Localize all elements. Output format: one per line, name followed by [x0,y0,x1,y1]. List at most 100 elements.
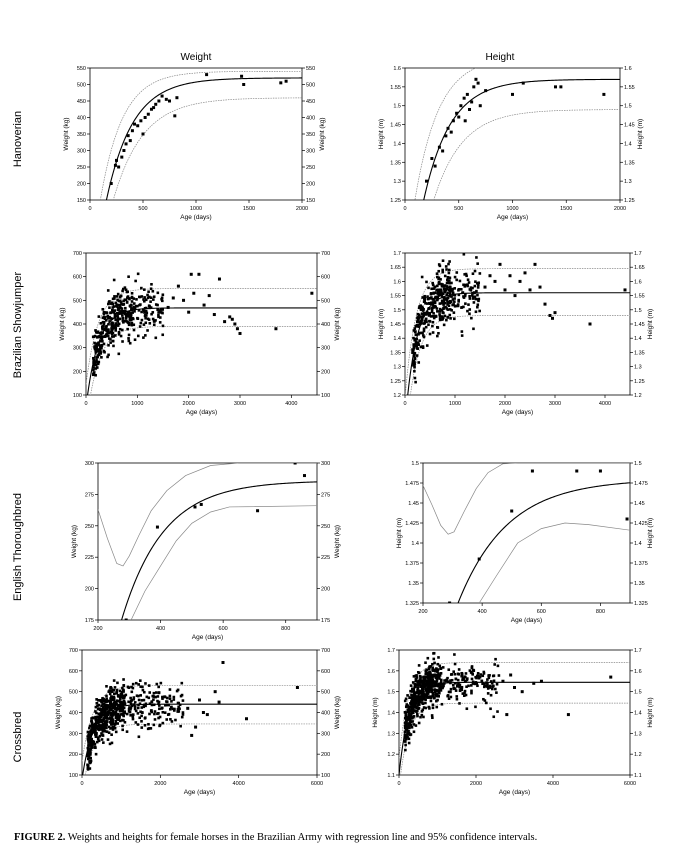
data-point [446,694,449,698]
data-point [148,702,152,705]
data-point [478,272,482,275]
data-point [431,694,435,698]
data-point [466,309,469,313]
data-point [406,730,409,734]
y-tick-label: 1.6 [393,66,401,72]
data-point [109,697,112,700]
x-tick-label: 400 [478,609,487,615]
y-tick-label-right: 450 [306,99,315,105]
data-point [450,295,453,298]
data-point [113,163,117,167]
y-tick-label-right: 1.5 [634,461,642,467]
y-tick-label-right: 1.4 [634,541,642,547]
data-point [422,685,426,689]
data-point [415,674,418,677]
data-point [122,719,125,722]
y-tick-label-right: 300 [321,731,330,737]
data-point [136,723,140,726]
data-point [412,715,416,718]
x-tick-label: 3000 [234,401,246,407]
data-point [105,697,108,701]
data-point [123,286,127,289]
data-point [164,703,167,707]
data-point [98,344,102,348]
y-tick-label: 250 [85,524,94,530]
data-point [131,717,135,721]
data-point [433,673,436,677]
data-point [148,712,151,716]
y-tick-label-right: 200 [321,587,330,593]
data-point [105,332,109,336]
data-point [170,720,174,723]
data-point [475,674,479,678]
regression-line [121,481,317,620]
y-tick-label: 200 [73,369,82,375]
data-point [112,278,116,282]
data-point [103,311,107,314]
data-point [428,296,432,300]
data-point [446,126,450,130]
data-point [143,314,147,318]
data-point [470,689,473,693]
y-axis-label: Height (m) [378,119,385,149]
y-tick-label: 200 [85,587,94,593]
data-point [128,139,132,143]
data-point [496,664,500,668]
data-point [408,726,411,730]
data-point [156,303,159,307]
data-point [132,328,136,332]
data-point [420,687,424,691]
data-point [94,718,98,722]
data-point [111,720,115,724]
y-tick-label-right: 300 [306,149,315,155]
data-point [437,291,440,294]
data-point [107,690,111,693]
data-point [431,684,434,687]
data-point [412,703,416,707]
data-point [448,601,452,603]
data-point [180,715,184,719]
data-point [119,701,123,704]
data-point [447,262,450,266]
data-point [101,307,105,311]
data-point [97,718,100,722]
data-point [417,707,420,711]
data-point [493,279,497,283]
y-tick-label-right: 1.5 [634,690,642,696]
data-point [100,356,103,359]
data-point [427,671,431,674]
data-point [490,687,494,691]
data-point [430,714,434,717]
data-point [166,305,170,309]
y-tick-label: 1.1 [387,773,395,779]
data-point [129,312,133,315]
x-tick-label: 200 [93,626,102,632]
y-tick-label-right: 1.65 [634,265,645,271]
data-point [427,685,430,688]
data-point [140,720,143,723]
data-point [181,711,185,714]
data-point [425,695,429,699]
y-tick-label: 1.5 [411,461,419,467]
data-point [95,358,98,362]
data-point [453,287,457,290]
data-point [423,321,427,324]
data-point [404,718,408,722]
data-point [453,653,456,656]
data-point [441,317,444,320]
data-point [464,675,467,679]
data-point [481,674,485,678]
data-point [434,305,437,309]
data-point [142,690,146,694]
data-point [106,289,110,292]
data-point [469,286,473,289]
data-point [415,712,419,716]
data-point [470,665,474,668]
data-point [121,309,125,313]
data-point [150,700,154,703]
data-point [415,706,418,710]
data-point [130,323,134,327]
data-point [425,675,428,679]
data-point [489,680,493,683]
data-point [462,253,466,256]
